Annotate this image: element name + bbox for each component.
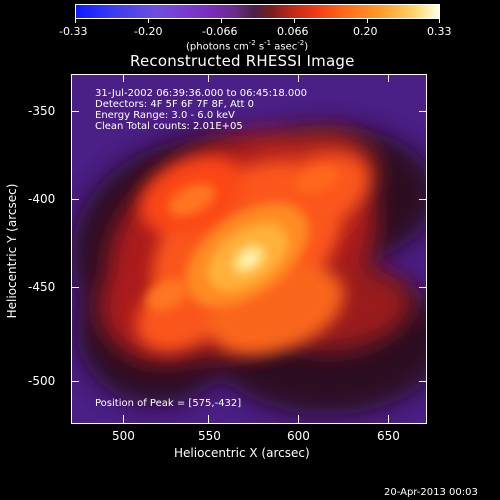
rhessi-image-svg <box>72 75 426 423</box>
units-text: s <box>255 41 265 53</box>
colorbar <box>75 4 440 19</box>
colorbar-tick <box>148 18 149 23</box>
colorbar-tick-label: -0.33 <box>59 25 88 38</box>
y-tick-right <box>419 199 427 200</box>
units-text: ) <box>304 41 309 53</box>
info-line: Detectors: 4F 5F 6F 7F 8F, Att 0 <box>95 99 255 110</box>
y-tick-label: -350 <box>28 104 56 118</box>
peak-position: Position of Peak = [575,-432] <box>95 398 242 409</box>
units-text: asec <box>271 41 298 53</box>
rhessi-image <box>71 74 427 424</box>
y-tick-right <box>419 381 427 382</box>
x-tick-label: 650 <box>377 429 400 443</box>
units-sup: -2 <box>297 39 305 47</box>
x-tick <box>208 415 209 423</box>
x-tick-top <box>123 74 124 82</box>
units-text: (photons cm <box>186 41 249 53</box>
colorbar-tick <box>221 18 222 23</box>
colorbar-units: (photons cm-2 s-1 asec-2) <box>186 37 308 53</box>
x-tick-label: 550 <box>198 429 221 443</box>
colorbar-tick <box>75 18 76 23</box>
colorbar-tick <box>367 18 368 23</box>
timestamp: 20-Apr-2013 00:03 <box>384 487 478 498</box>
y-tick-label: -500 <box>28 374 56 388</box>
colorbar-tick-label: 0.066 <box>277 25 309 38</box>
colorbar-tick-label: -0.20 <box>134 25 163 38</box>
units-sup: -1 <box>264 39 272 47</box>
y-axis-title: Heliocentric Y (arcsec) <box>5 183 19 319</box>
info-line: Clean Total counts: 2.01E+05 <box>95 121 243 132</box>
colorbar-tick <box>439 18 440 23</box>
image-title: Reconstructed RHESSI Image <box>130 52 355 70</box>
y-tick-label: -450 <box>28 280 56 294</box>
x-tick-top <box>208 74 209 82</box>
x-tick <box>298 415 299 423</box>
colorbar-tick-label: 0.20 <box>353 25 378 38</box>
info-line: Energy Range: 3.0 - 6.0 keV <box>95 110 235 121</box>
x-axis-title: Heliocentric X (arcsec) <box>174 446 310 460</box>
x-tick <box>388 415 389 423</box>
y-tick <box>71 287 79 288</box>
y-tick-right <box>419 287 427 288</box>
units-sup: -2 <box>248 39 256 47</box>
y-tick-label: -400 <box>28 192 56 206</box>
y-tick <box>71 111 79 112</box>
colorbar-tick <box>294 18 295 23</box>
observation-info: 31-Jul-2002 06:39:36.000 to 06:45:18.000… <box>95 88 307 132</box>
x-tick-label: 500 <box>112 429 135 443</box>
y-tick <box>71 381 79 382</box>
x-tick-top <box>298 74 299 82</box>
x-tick <box>123 415 124 423</box>
info-line: 31-Jul-2002 06:39:36.000 to 06:45:18.000 <box>95 88 307 99</box>
x-tick-top <box>388 74 389 82</box>
x-tick-label: 600 <box>287 429 310 443</box>
colorbar-tick-label: 0.33 <box>427 25 452 38</box>
colorbar-tick-label: -0.066 <box>202 25 238 38</box>
y-tick-right <box>419 111 427 112</box>
y-tick <box>71 199 79 200</box>
